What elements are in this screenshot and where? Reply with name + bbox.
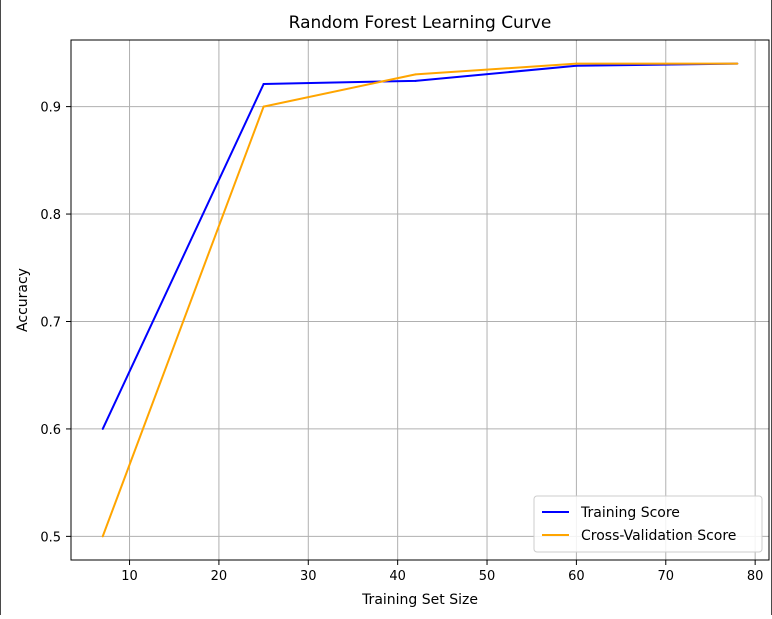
x-tick-label: 80 [747, 569, 764, 584]
data-point-cross-validation-score [736, 62, 739, 65]
series-lines [101, 62, 739, 538]
x-tick-label: 50 [479, 569, 496, 584]
x-tick-label: 60 [568, 569, 585, 584]
data-point-training-score [575, 64, 578, 67]
y-tick-label: 0.6 [40, 423, 61, 438]
data-point-cross-validation-score [101, 535, 104, 538]
axis-ticks: 10 20 30 40 50 60 70 80 0.5 0.6 0.7 0.8 0.9 [40, 101, 763, 584]
plot-area-border [70, 39, 770, 561]
x-tick-label: 10 [121, 569, 138, 584]
grid-lines [71, 40, 769, 560]
x-axis-label: Training Set Size [361, 592, 478, 608]
data-point-cross-validation-score [414, 73, 417, 76]
y-tick-label: 0.7 [40, 315, 61, 330]
data-point-training-score [414, 79, 417, 82]
series-line-cross-validation-score [101, 62, 738, 537]
y-tick-label: 0.9 [40, 101, 61, 116]
data-point-cross-validation-score [262, 105, 265, 108]
legend-box [533, 495, 763, 553]
data-point-training-score [101, 427, 104, 430]
y-tick-label: 0.5 [40, 530, 61, 545]
data-point-cross-validation-score [575, 62, 578, 65]
y-axis-label: Accuracy [15, 268, 31, 332]
series-line-training-score [101, 62, 738, 430]
legend-label-training-score: Training Score [580, 505, 680, 521]
legend: Training Score Cross-Validation Score [533, 495, 763, 553]
legend-label-cross-validation-score: Cross-Validation Score [581, 528, 736, 544]
x-tick-label: 70 [658, 569, 675, 584]
x-tick-label: 20 [211, 569, 228, 584]
x-tick-label: 40 [389, 569, 406, 584]
x-tick-label: 30 [300, 569, 317, 584]
y-tick-label: 0.8 [40, 208, 61, 223]
chart-title: Random Forest Learning Curve [289, 13, 552, 33]
data-point-training-score [262, 83, 265, 86]
